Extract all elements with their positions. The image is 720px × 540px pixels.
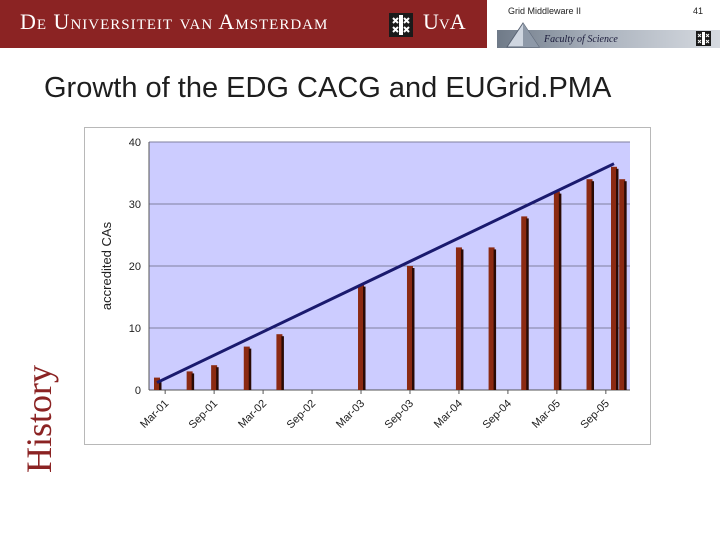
x-tick-label: Mar-02	[236, 398, 269, 431]
bar	[619, 179, 626, 390]
y-tick-label: 40	[129, 137, 141, 149]
bar	[154, 377, 160, 390]
bar-shadow	[411, 268, 415, 390]
faculty-strip	[497, 30, 720, 48]
bar-shadow	[591, 181, 595, 390]
bar	[358, 284, 365, 390]
bar	[243, 346, 250, 390]
slide-title: Growth of the EDG CACG and EUGrid.PMA	[44, 72, 612, 104]
bar-shadow	[248, 348, 252, 390]
bar	[521, 216, 528, 390]
y-axis-title: accredited CAs	[99, 221, 114, 310]
course-title: Grid Middleware II	[508, 6, 582, 16]
x-tick-label: Sep-03	[383, 398, 417, 432]
bar-shadow	[363, 286, 366, 390]
y-tick-label: 30	[129, 199, 141, 211]
bar-shadow	[616, 168, 619, 390]
x-tick-label: Sep-02	[285, 398, 319, 432]
x-tick-label: Mar-04	[432, 398, 465, 431]
university-name: De Universiteit van Amsterdam	[20, 9, 329, 34]
y-tick-label: 10	[129, 323, 141, 335]
x-tick-label: Sep-05	[578, 398, 612, 432]
bar-shadow	[526, 218, 529, 390]
section-side-label: History	[19, 365, 59, 473]
x-tick-label: Sep-01	[187, 398, 221, 432]
bar	[186, 371, 193, 390]
bar	[488, 247, 495, 390]
bar-shadow	[281, 336, 284, 390]
bar-shadow	[191, 373, 195, 390]
bar	[406, 266, 413, 390]
bar	[586, 179, 593, 390]
bar	[276, 334, 283, 390]
university-banner: De Universiteit van Amsterdam UvA	[0, 0, 487, 48]
pyramid-icon	[506, 22, 540, 48]
faculty-name: Faculty of Science	[544, 34, 618, 45]
x-tick-label: Mar-01	[138, 398, 171, 431]
bar-shadow	[159, 379, 162, 390]
x-tick-label: Mar-03	[334, 398, 367, 431]
y-tick-label: 20	[129, 261, 141, 273]
chart-frame: 0 10 20 30 40 accredited CAs Mar-01 Sep-01 Mar-0…	[84, 127, 651, 445]
page-number: 41	[693, 6, 704, 16]
bar-shadow	[558, 193, 562, 390]
bar	[455, 247, 462, 390]
trend-line	[156, 162, 615, 384]
university-short: UvA	[423, 9, 466, 34]
bar	[553, 191, 560, 390]
bar-shadow	[624, 181, 627, 390]
bar	[211, 365, 218, 390]
y-tick-label: 0	[135, 385, 141, 397]
bar-shadow	[493, 249, 497, 390]
bar	[611, 166, 617, 390]
accredited-cas-chart: 0 10 20 30 40 accredited CAs Mar-01 Sep-01 Mar-0…	[99, 137, 630, 432]
bar-shadow	[460, 249, 464, 390]
x-tick-label: Sep-04	[480, 398, 514, 432]
bar-shadow	[216, 367, 219, 390]
uva-small-crest-icon	[696, 31, 711, 46]
uva-crest-icon	[389, 13, 413, 37]
x-tick-label: Mar-05	[530, 398, 563, 431]
